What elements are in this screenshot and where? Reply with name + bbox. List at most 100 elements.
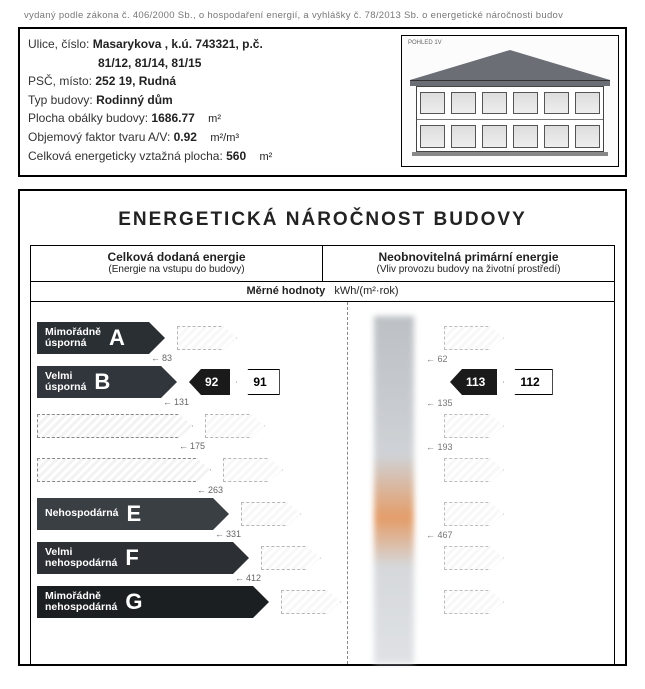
right-row — [354, 492, 608, 536]
building-illustration — [408, 50, 612, 160]
class-row: 175 — [37, 448, 341, 492]
value-type: Rodinný dům — [96, 93, 173, 107]
class-letter: A — [109, 325, 125, 351]
class-arrow-G: Mimořádně nehospodárná G — [37, 586, 269, 618]
label-street: Ulice, číslo: — [28, 37, 89, 51]
value-envelope: 1686.77 — [151, 111, 194, 125]
threshold-label: 263 — [197, 485, 223, 495]
units-row: Měrné hodnoty kWh/(m²·rok) — [30, 281, 615, 302]
class-letter: G — [125, 589, 142, 615]
threshold-label: 131 — [163, 397, 189, 407]
label-av: Objemový faktor tvaru A/V: — [28, 130, 170, 144]
class-text: Nehospodárná — [45, 508, 119, 519]
marker-dark-right: 113 — [450, 369, 497, 395]
col-right-title: Neobnovitelná primární energie — [327, 250, 610, 264]
col-left-header: Celková dodaná energie (Energie na vstup… — [30, 245, 322, 281]
threshold-label: 83 — [151, 353, 172, 363]
value-ref: 560 — [226, 149, 246, 163]
value-placeholder — [177, 326, 237, 350]
right-placeholder — [444, 502, 504, 526]
label-psc: PSČ, místo: — [28, 74, 92, 88]
row-ref: Celková energeticky vztažná plocha: 560 … — [28, 147, 393, 166]
class-text: Velmi úsporná — [45, 371, 86, 393]
right-placeholder — [444, 546, 504, 570]
threshold-label: 175 — [179, 441, 205, 451]
label-ref: Celková energeticky vztažná plocha: — [28, 149, 223, 163]
chart-area: Mimořádně úspornáA83Velmi úspornáB929113… — [30, 302, 615, 664]
class-text: Mimořádně úsporná — [45, 327, 101, 349]
value-placeholder — [281, 590, 341, 614]
right-threshold: 135 — [426, 398, 453, 408]
value-placeholder — [261, 546, 321, 570]
class-row: Mimořádně úsporná A — [37, 316, 341, 360]
col-right-header: Neobnovitelná primární energie (Vliv pro… — [322, 245, 615, 281]
threshold-label: 331 — [215, 529, 241, 539]
marker-dark-left: 92 — [189, 369, 230, 395]
right-markers: 113112 — [450, 369, 553, 395]
value-street2: 81/12, 81/14, 81/15 — [98, 56, 201, 70]
unit-av: m²/m³ — [210, 132, 239, 144]
col-right-sub: (Vliv provozu budovy na životní prostřed… — [327, 264, 610, 275]
class-arrow-E: Nehospodárná E — [37, 498, 229, 530]
columns-header: Celková dodaná energie (Energie na vstup… — [30, 245, 615, 281]
right-row — [354, 580, 608, 624]
right-row: 62113112 — [354, 360, 608, 404]
value-street: Masarykova , k.ú. 743321, p.č. — [93, 37, 263, 51]
class-placeholder — [37, 414, 193, 438]
label-type: Typ budovy: — [28, 93, 93, 107]
class-letter: F — [125, 545, 138, 571]
unit-envelope: m² — [208, 113, 221, 125]
right-placeholder — [444, 414, 504, 438]
class-text: Mimořádně nehospodárná — [45, 591, 117, 613]
right-row — [354, 316, 608, 360]
value-av: 0.92 — [174, 130, 197, 144]
row-envelope: Plocha obálky budovy: 1686.77 m² — [28, 109, 393, 128]
class-arrow-B: Velmi úsporná B — [37, 366, 177, 398]
row-av: Objemový faktor tvaru A/V: 0.92 m²/m³ — [28, 128, 393, 147]
col-left-title: Celková dodaná energie — [35, 250, 318, 264]
class-row: 331Velmi nehospodárnáF — [37, 536, 341, 580]
class-arrow-F: Velmi nehospodárná F — [37, 542, 249, 574]
units-value: kWh/(m²·rok) — [334, 285, 398, 297]
right-row: 193 — [354, 448, 608, 492]
building-info-box: Ulice, číslo: Masarykova , k.ú. 743321, … — [18, 27, 627, 177]
units-label: Měrné hodnoty — [246, 285, 325, 297]
class-letter: E — [127, 501, 142, 527]
marker-light-right: 112 — [503, 369, 552, 395]
left-markers: 9291 — [189, 369, 280, 395]
right-placeholder — [444, 326, 504, 350]
right-threshold: 62 — [426, 354, 448, 364]
energy-rating-box: ENERGETICKÁ NÁROČNOST BUDOVY Celková dod… — [18, 189, 627, 666]
unit-ref: m² — [260, 151, 273, 163]
value-psc: 252 19, Rudná — [95, 74, 176, 88]
right-row: 135 — [354, 404, 608, 448]
class-row: 263NehospodárnáE — [37, 492, 341, 536]
value-placeholder — [205, 414, 265, 438]
col-left-sub: (Energie na vstupu do budovy) — [35, 264, 318, 275]
info-column: Ulice, číslo: Masarykova , k.ú. 743321, … — [28, 35, 393, 167]
row-street: Ulice, číslo: Masarykova , k.ú. 743321, … — [28, 35, 393, 54]
right-placeholder — [444, 590, 504, 614]
class-text: Velmi nehospodárná — [45, 547, 117, 569]
right-row: 467 — [354, 536, 608, 580]
left-chart: Mimořádně úspornáA83Velmi úspornáB929113… — [31, 302, 347, 664]
image-tag: POHLED 1V — [408, 40, 612, 46]
class-row: 412Mimořádně nehospodárnáG — [37, 580, 341, 624]
label-envelope: Plocha obálky budovy: — [28, 111, 148, 125]
marker-light-left: 91 — [236, 369, 279, 395]
building-image-box: POHLED 1V — [401, 35, 619, 167]
rating-title: ENERGETICKÁ NÁROČNOST BUDOVY — [30, 201, 615, 245]
row-type: Typ budovy: Rodinný dům — [28, 91, 393, 110]
right-threshold: 193 — [426, 442, 453, 452]
threshold-label: 412 — [235, 573, 261, 583]
row-psc: PSČ, místo: 252 19, Rudná — [28, 72, 393, 91]
value-placeholder — [223, 458, 283, 482]
law-note: vydaný podle zákona č. 406/2000 Sb., o h… — [24, 10, 627, 21]
class-arrow-A: Mimořádně úsporná A — [37, 322, 165, 354]
right-threshold: 467 — [426, 530, 453, 540]
class-placeholder — [37, 458, 211, 482]
right-chart: 62113112135193467 — [347, 302, 614, 664]
class-letter: B — [94, 369, 110, 395]
row-street2: 81/12, 81/14, 81/15 — [28, 54, 393, 73]
right-placeholder — [444, 458, 504, 482]
